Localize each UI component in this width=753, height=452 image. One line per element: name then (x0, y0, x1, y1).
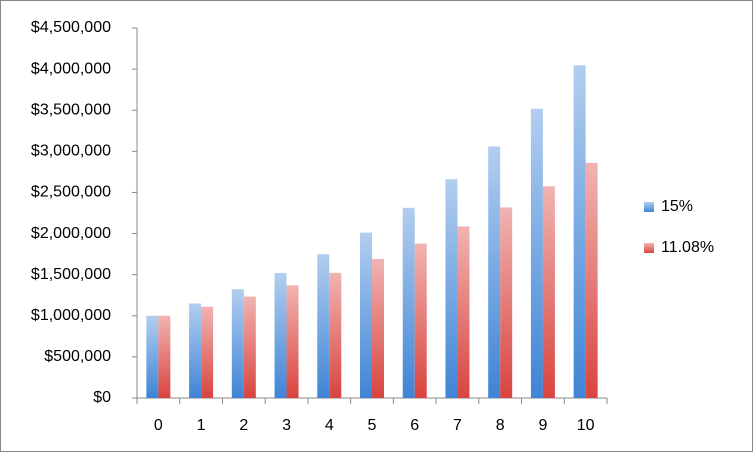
bar (372, 258, 384, 398)
bar (542, 186, 555, 398)
bar (317, 254, 330, 398)
bar (445, 179, 458, 398)
x-tick-label: 5 (368, 417, 377, 434)
x-tick-label: 3 (282, 417, 291, 434)
bar (201, 306, 214, 398)
x-tick-label: 10 (577, 417, 595, 434)
bar (158, 315, 171, 398)
x-tick-label: 7 (453, 417, 462, 434)
bar (585, 162, 598, 398)
bar (530, 108, 543, 399)
y-tick-label: $2,500,000 (31, 184, 111, 201)
y-tick-label: $4,000,000 (31, 60, 111, 77)
legend-swatch (644, 243, 654, 253)
legend-label: 11.08% (661, 239, 714, 256)
bar (500, 207, 513, 398)
y-tick-label: $2,000,000 (31, 225, 111, 242)
x-tick-label: 1 (197, 417, 206, 434)
y-tick-label: $3,500,000 (31, 101, 111, 118)
x-tick-label: 4 (325, 417, 334, 434)
x-tick-label: 8 (496, 417, 505, 434)
bar (231, 289, 244, 398)
legend-swatch (644, 202, 654, 212)
x-tick-label: 0 (154, 417, 163, 434)
bar (146, 315, 159, 398)
bar (488, 146, 501, 398)
bar (243, 296, 256, 398)
y-tick-label: $4,500,000 (31, 19, 111, 36)
x-tick-label: 9 (538, 417, 547, 434)
bar (414, 243, 427, 398)
bar (573, 65, 586, 398)
y-tick-label: $3,000,000 (31, 143, 111, 160)
bar (286, 285, 299, 398)
legend-label: 15% (661, 198, 693, 215)
y-tick-label: $1,000,000 (31, 307, 111, 324)
bar (189, 303, 202, 398)
bar (457, 226, 470, 398)
y-tick-label: $1,500,000 (31, 266, 111, 283)
y-tick-label: $0 (93, 389, 111, 406)
bar (329, 272, 342, 398)
bar (274, 272, 287, 398)
bar (402, 207, 415, 398)
bar (360, 232, 372, 398)
x-tick-label: 2 (239, 417, 248, 434)
y-tick-label: $500,000 (44, 348, 111, 365)
x-tick-label: 6 (410, 417, 419, 434)
